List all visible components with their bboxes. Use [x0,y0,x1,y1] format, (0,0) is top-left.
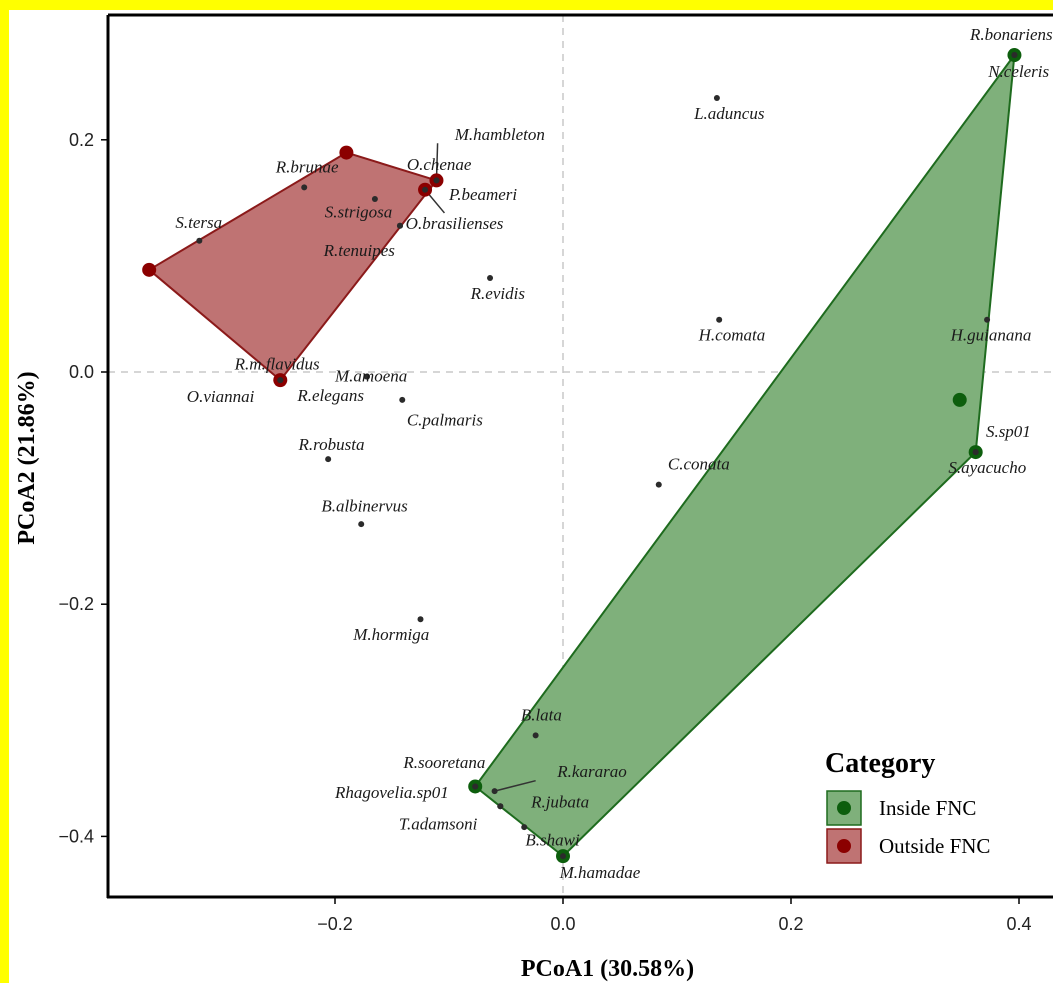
species-label: R.m.flavidus [234,355,320,374]
species-labels: R.bonariensis N.celeris L.aduncus H.comata H… [175,25,1053,882]
species-label: R.bonariensis [969,25,1053,44]
species-label: S.ayacucho [948,458,1026,477]
species-label: S.tersa [175,213,222,232]
species-label: C.palmaris [407,410,483,429]
species-point [422,186,429,193]
y-tick-label: −0.4 [58,826,94,846]
axes [106,13,1053,899]
species-point [532,732,539,739]
hull-outside-fnc [148,151,438,382]
species-point [472,783,479,790]
legend: Category Inside FNC Outside FNC [825,748,990,864]
x-tick-label: 0.4 [1006,914,1031,934]
species-point [521,824,528,831]
species-point [433,177,440,184]
hull-inside-fnc [474,54,1016,858]
species-point [196,237,203,244]
axis-ticks: −0.2 0.0 0.2 0.4 −0.4 −0.2 0.0 0.2 [58,130,1031,934]
species-label: H.guianana [950,326,1032,345]
species-label: O.chenae [407,155,472,174]
species-label: R.elegans [296,386,364,405]
species-point [1011,52,1018,59]
frame-edge-top [0,0,1053,10]
species-label: S.strigosa [325,203,393,222]
y-tick-label: −0.2 [58,594,94,614]
species-point [325,456,332,463]
species-point [716,316,723,323]
species-point [363,373,370,380]
x-tick-label: 0.2 [778,914,803,934]
species-point [417,616,424,623]
species-point [972,449,979,456]
frame-edge-left [0,0,9,983]
species-points [196,52,1018,860]
species-label: B.albinervus [321,496,408,515]
y-tick-label: 0.0 [69,362,94,382]
species-label: S.sp01 [986,422,1031,441]
leader-lines [424,143,536,792]
species-label: T.adamsoni [399,814,478,833]
legend-label-outside-fnc: Outside FNC [879,834,990,858]
species-point [984,316,991,323]
species-label: M.hambleton [454,125,545,144]
legend-dot-outside-fnc [837,839,851,853]
species-label: R.sooretana [402,753,485,772]
species-label: R.kararao [556,762,626,781]
species-label: L.aduncus [693,104,765,123]
category-point-outside-fnc [339,145,354,160]
species-point [301,184,308,191]
legend-title: Category [825,748,935,779]
species-point [396,222,403,229]
species-point [487,274,494,281]
species-label: O.brasilienses [406,214,504,233]
species-point [399,396,406,403]
species-point [560,853,566,860]
x-axis-title: PCoA1 (30.58%) [521,956,694,982]
species-label: N.celeris [987,62,1049,81]
species-label: Rhagovelia.sp01 [334,783,449,802]
x-tick-label: 0.0 [550,914,575,934]
legend-dot-inside-fnc [837,801,851,815]
species-label: O.viannai [187,387,255,406]
species-label: H.comata [698,326,766,345]
category-point-outside-fnc [142,262,157,277]
species-point [358,521,365,528]
species-point [713,95,720,102]
species-label: R.robusta [298,435,365,454]
species-point [655,481,662,488]
species-label: C.conata [668,455,730,474]
x-tick-label: −0.2 [317,914,353,934]
category-point-inside-fnc [952,392,967,407]
species-label: P.beameri [448,185,517,204]
leader-line [494,779,536,792]
legend-label-inside-fnc: Inside FNC [879,796,976,820]
species-label: R.jubata [530,792,589,811]
species-label: R.tenuipes [323,241,396,260]
species-label: M.amoena [334,366,407,385]
species-label: B.lata [521,705,562,724]
species-point [497,803,504,810]
species-label: R.evidis [470,284,526,303]
species-label: M.hamadae [559,863,641,882]
species-point [371,196,378,203]
species-label: M.hormiga [352,625,429,644]
species-point [491,788,498,795]
species-label: R.brunae [275,157,339,176]
y-axis-title: PCoA2 (21.86%) [14,371,40,544]
y-tick-label: 0.2 [69,130,94,150]
species-label: B.shawi [525,831,580,850]
hull-polygons [148,54,1016,858]
species-point [277,377,284,384]
